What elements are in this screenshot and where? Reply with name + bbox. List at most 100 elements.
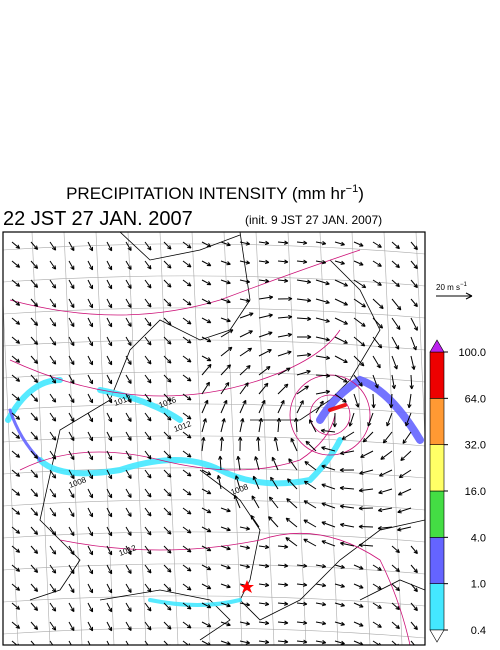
isobar (19, 414, 336, 471)
wind-arrow (30, 298, 39, 307)
wind-arrow (106, 469, 113, 480)
wind-arrow (49, 640, 54, 645)
wind-arrow (182, 488, 192, 496)
precip-band (148, 598, 242, 607)
wind-arrow (353, 564, 364, 570)
wind-arrow (106, 355, 113, 366)
wind-arrow (125, 317, 132, 327)
wind-arrow (372, 621, 382, 628)
wind-arrow (251, 495, 260, 509)
wind-arrow (334, 336, 348, 344)
wind-arrow (144, 374, 152, 384)
wind-arrow (182, 355, 192, 363)
wind-scale-label: 20 m s−1 (436, 282, 468, 292)
wind-arrow (219, 436, 225, 452)
wind-arrow (49, 507, 57, 517)
wind-arrow (410, 279, 418, 289)
wind-arrow (30, 336, 39, 345)
wind-arrow (87, 450, 94, 461)
wind-arrow (371, 393, 376, 409)
wind-arrow (277, 332, 293, 338)
wind-arrow (30, 317, 39, 326)
wind-arrow (163, 317, 172, 326)
wind-arrow (49, 393, 57, 403)
wind-arrow (339, 504, 355, 509)
precip-band (328, 403, 347, 412)
wind-arrow (258, 278, 270, 284)
wind-arrow (239, 602, 251, 607)
colorbar-bin (429, 583, 445, 631)
wind-arrow (30, 488, 39, 497)
wind-arrow (220, 381, 230, 395)
graticule (127, 232, 147, 645)
graticule (383, 232, 403, 645)
wind-arrow (239, 526, 251, 531)
graticule (3, 293, 19, 645)
wind-arrow (87, 336, 94, 347)
colorbar-over (429, 339, 445, 353)
title: PRECIPITATION INTENSITY (mm hr−1) (66, 183, 364, 203)
wind-arrow (163, 298, 172, 307)
wind-arrow (220, 507, 231, 513)
wind-arrow (315, 259, 327, 265)
wind-arrow (277, 639, 289, 644)
wind-arrow (321, 502, 336, 509)
wind-arrow (372, 374, 379, 389)
wind-arrow (106, 374, 113, 385)
wind-arrow (182, 431, 192, 439)
wind-arrow (144, 602, 152, 612)
wind-arrow (277, 367, 291, 376)
wind-arrow (68, 431, 75, 442)
wind-arrow (315, 601, 327, 607)
wind-arrow (367, 412, 374, 427)
wind-arrow (294, 417, 299, 433)
location-star (240, 580, 254, 593)
title-text: PRECIPITATION INTENSITY (mm hr (66, 184, 346, 203)
wind-arrow (68, 564, 75, 575)
wind-arrow (303, 519, 317, 528)
wind-arrow (11, 279, 21, 287)
wind-arrow (144, 545, 152, 555)
wind-arrow (144, 564, 152, 574)
wind-arrow (182, 393, 192, 401)
wind-arrow (321, 540, 336, 547)
wind-arrow (144, 355, 152, 365)
wind-arrow (277, 563, 289, 568)
wind-arrow (106, 298, 113, 309)
wind-arrow (216, 474, 222, 490)
graticule (3, 531, 425, 543)
wind-arrow (49, 583, 57, 593)
wind-arrow (106, 450, 113, 461)
graticule (3, 275, 425, 287)
wind-arrow (334, 260, 345, 265)
wind-arrow (163, 469, 172, 478)
isobar-label: 1008 (68, 475, 88, 490)
wind-arrow (49, 298, 57, 308)
wind-arrow (11, 431, 21, 439)
wind-arrow (163, 526, 172, 535)
wind-arrow (277, 620, 289, 625)
wind-arrow (87, 412, 94, 423)
wind-arrow (334, 298, 349, 306)
wind-arrow (372, 355, 381, 369)
wind-arrow (201, 545, 212, 552)
wind-arrow (144, 621, 152, 631)
wind-arrow (377, 525, 393, 531)
wind-arrow (87, 355, 94, 366)
wind-arrow (11, 412, 21, 420)
colorbar-bin (429, 444, 445, 492)
coastline (29, 232, 251, 601)
wind-arrow (49, 241, 57, 251)
wind-arrow (144, 431, 152, 441)
wind-arrow (49, 526, 57, 536)
wind-arrow (11, 564, 21, 572)
wind-arrow (49, 545, 57, 555)
wind-arrow (49, 336, 57, 346)
wind-arrow (410, 298, 418, 308)
wind-arrow (273, 436, 279, 452)
wind-arrow (303, 500, 317, 509)
wind-arrow (258, 295, 274, 300)
colorbar-tick-label: 16.0 (465, 486, 486, 498)
wind-arrow (49, 374, 57, 384)
